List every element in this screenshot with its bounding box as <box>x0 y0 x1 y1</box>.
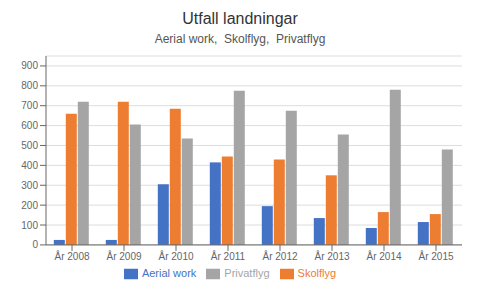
svg-text:100: 100 <box>21 220 38 231</box>
svg-text:300: 300 <box>21 180 38 191</box>
svg-text:200: 200 <box>21 200 38 211</box>
svg-text:År 2011: År 2011 <box>211 250 246 262</box>
html-text:Skolflyg: Skolflyg <box>297 266 337 279</box>
svg-text:0: 0 <box>32 239 38 250</box>
svg-text:900: 900 <box>21 60 38 71</box>
svg-text:År 2014: År 2014 <box>366 250 401 262</box>
html-text:Aerial work, Skolflyg, Privatf: Aerial work, Skolflyg, Privatflyg <box>154 32 326 46</box>
svg-text:År 2012: År 2012 <box>262 250 297 262</box>
html-text:Aerial work: Aerial work <box>141 266 197 279</box>
svg-text:800: 800 <box>21 80 38 91</box>
svg-text:700: 700 <box>21 100 38 111</box>
svg-text:År 2015: År 2015 <box>418 250 453 262</box>
svg-text:500: 500 <box>21 140 38 151</box>
svg-text:600: 600 <box>21 120 38 131</box>
svg-text:400: 400 <box>21 160 38 171</box>
svg-text:År 2008: År 2008 <box>54 250 89 262</box>
svg-text:År 2013: År 2013 <box>314 250 349 262</box>
svg-text:År 2009: År 2009 <box>106 250 141 262</box>
html-text:Privatflyg: Privatflyg <box>224 266 270 279</box>
svg-text:År 2010: År 2010 <box>158 250 193 262</box>
html-text:Utfall landningar: Utfall landningar <box>182 10 298 27</box>
